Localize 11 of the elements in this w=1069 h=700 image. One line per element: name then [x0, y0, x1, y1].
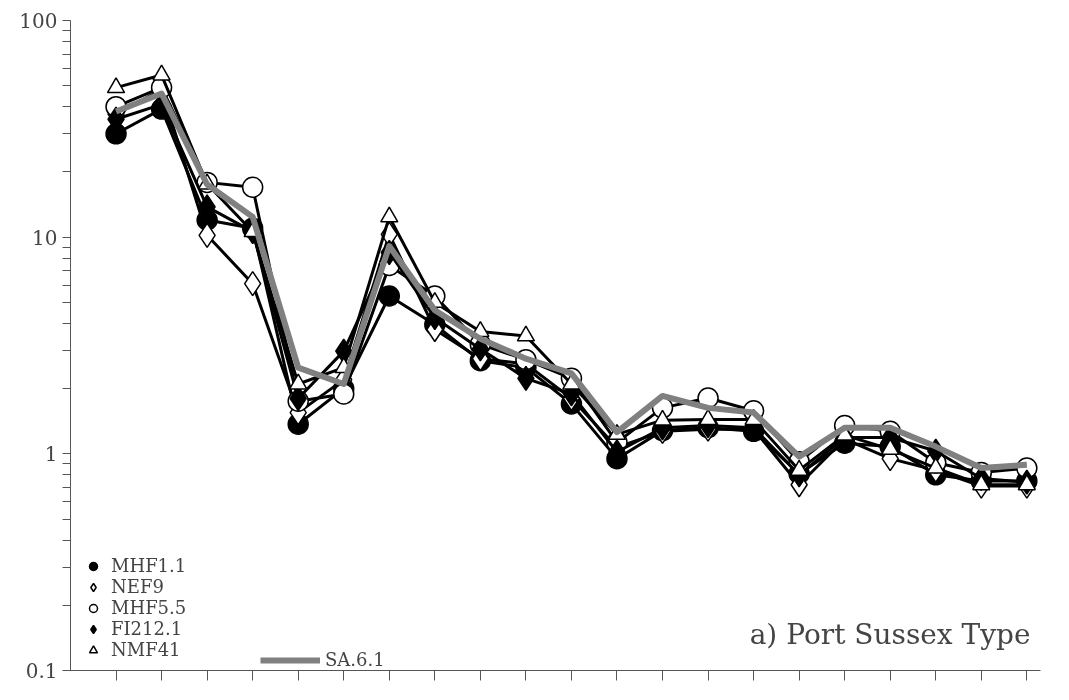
y-tick-label: 10: [32, 225, 58, 250]
legend-label: SA.6.1: [325, 649, 385, 670]
legend-label: NMF41: [111, 639, 181, 660]
y-tick-label: 0.1: [25, 659, 58, 683]
legend-label: MHF1.1: [111, 555, 187, 576]
annotation: a) Port Sussex Type: [749, 617, 1031, 651]
y-tick-label: 100: [19, 9, 58, 33]
legend-label: FI212.1: [111, 618, 183, 639]
legend-label: NEF9: [111, 576, 164, 597]
y-tick-label: 1: [44, 442, 58, 467]
legend-label: MHF5.5: [111, 597, 187, 618]
